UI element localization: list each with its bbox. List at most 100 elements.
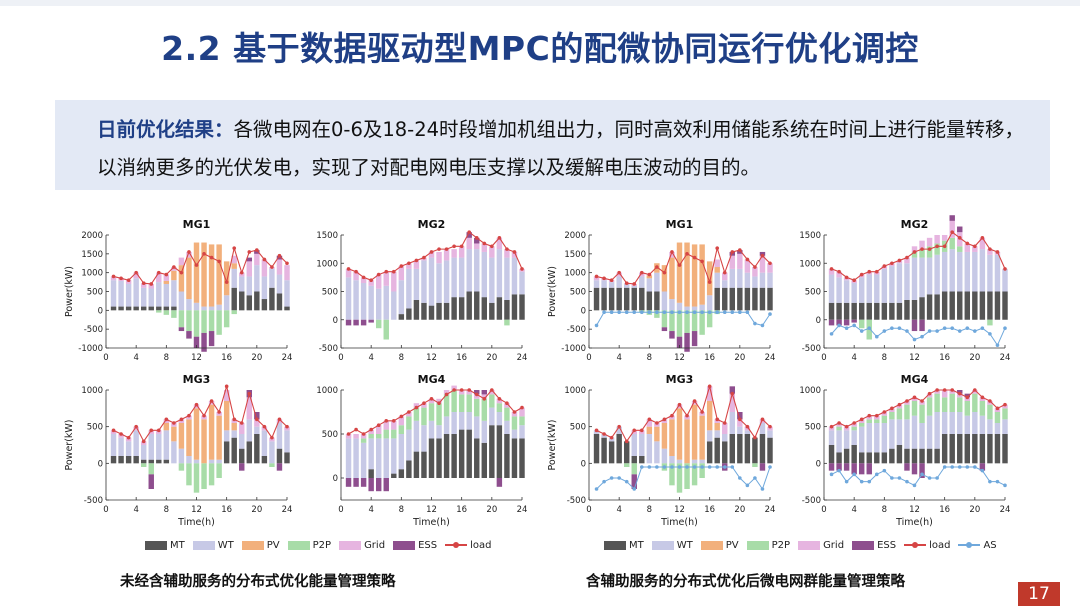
x-tick-label: 4	[616, 353, 621, 363]
load-point	[277, 417, 282, 422]
bar-p2p	[231, 310, 237, 315]
load-point	[852, 278, 856, 282]
bar-wt	[729, 412, 736, 434]
load-point	[376, 272, 381, 277]
bar-wt	[353, 280, 359, 320]
load-point	[950, 230, 955, 234]
legend-label: MT	[170, 540, 185, 551]
x-axis-label: Time(h)	[412, 517, 450, 528]
bar-wt	[843, 430, 850, 449]
legend-swatch	[287, 540, 310, 550]
as-point	[965, 465, 970, 469]
load-point	[414, 405, 419, 410]
load-point	[957, 236, 962, 240]
bar-p2p	[934, 243, 940, 255]
bar-pv	[171, 426, 177, 442]
load-point	[384, 419, 389, 423]
bar-mt	[276, 293, 283, 311]
bar-grid	[987, 249, 993, 255]
legend-item-mt: MT	[604, 540, 644, 551]
as-point	[882, 468, 887, 473]
bar-pv	[208, 404, 215, 460]
load-point	[927, 247, 932, 251]
bar-mt	[474, 291, 480, 320]
bar-mt	[110, 456, 117, 464]
as-point	[753, 476, 757, 480]
load-point	[760, 417, 765, 422]
bar-wt	[919, 423, 925, 449]
bar-grid	[436, 251, 442, 264]
bar-mt	[714, 437, 720, 464]
bar-wt	[171, 441, 177, 464]
bar-p2p	[752, 463, 758, 467]
legend-swatch	[700, 540, 723, 550]
load-point	[482, 397, 487, 401]
load-point	[255, 417, 259, 422]
as-point	[707, 465, 712, 469]
bar-mt	[934, 448, 940, 464]
bar-wt	[631, 434, 637, 456]
bar-grid	[118, 434, 124, 438]
bar-p2p	[421, 407, 427, 426]
bar-grid	[979, 397, 986, 401]
x-tick-label: 12	[191, 353, 202, 363]
as-point	[927, 329, 932, 333]
as-point	[602, 479, 606, 484]
load-point	[217, 410, 221, 414]
as-point	[927, 476, 932, 480]
bar-p2p	[911, 401, 918, 416]
bar-wt	[451, 257, 457, 298]
as-point	[685, 310, 689, 315]
load-point	[156, 270, 161, 275]
x-tick-label: 0	[103, 505, 108, 515]
as-point	[594, 323, 599, 328]
bar-ess	[474, 390, 480, 395]
load-point	[149, 428, 154, 433]
y-tick-label: 500	[805, 423, 821, 433]
bar-p2p	[1002, 408, 1008, 420]
load-point	[247, 391, 252, 396]
bar-mt	[436, 302, 442, 320]
load-point	[399, 264, 404, 268]
bar-wt	[623, 283, 630, 288]
bar-mt	[421, 302, 427, 320]
bar-mt	[851, 302, 857, 320]
bar-grid	[904, 401, 910, 405]
bar-grid	[208, 401, 215, 405]
as-point	[617, 476, 621, 480]
bar-wt	[178, 448, 185, 464]
bar-wt	[368, 285, 374, 320]
load-line	[831, 389, 1006, 428]
y-tick-label: -500	[319, 344, 338, 354]
bar-pv	[684, 419, 690, 464]
bar-wt	[254, 265, 260, 292]
bar-mt	[737, 434, 743, 464]
load-point	[662, 417, 667, 422]
load-point	[452, 388, 456, 392]
as-point	[995, 343, 1000, 347]
bar-mt	[511, 294, 518, 320]
bar-wt	[223, 295, 230, 311]
as-point	[670, 310, 674, 315]
x-tick-label: 20	[734, 353, 745, 363]
bar-wt	[866, 423, 872, 453]
as-point	[912, 483, 917, 488]
bar-mt	[246, 295, 253, 311]
summary-paragraph: 日前优化结果：各微电网在0-6及18-24时段增加机组出力，同时高效利用储能系统…	[73, 111, 1034, 187]
bar-grid	[186, 415, 192, 420]
bar-grid	[949, 220, 955, 238]
as-point	[639, 465, 644, 469]
load-point	[119, 276, 123, 281]
load-point	[459, 244, 464, 249]
load-point	[988, 399, 992, 403]
bar-mt	[896, 445, 903, 464]
as-point	[692, 465, 697, 469]
as-point	[655, 310, 659, 315]
bar-wt	[125, 441, 132, 456]
bar-grid	[919, 401, 925, 405]
y-tick-label: 2000	[81, 231, 103, 241]
bar-grid	[511, 251, 518, 258]
load-point	[837, 421, 841, 425]
bar-mt	[866, 302, 872, 320]
